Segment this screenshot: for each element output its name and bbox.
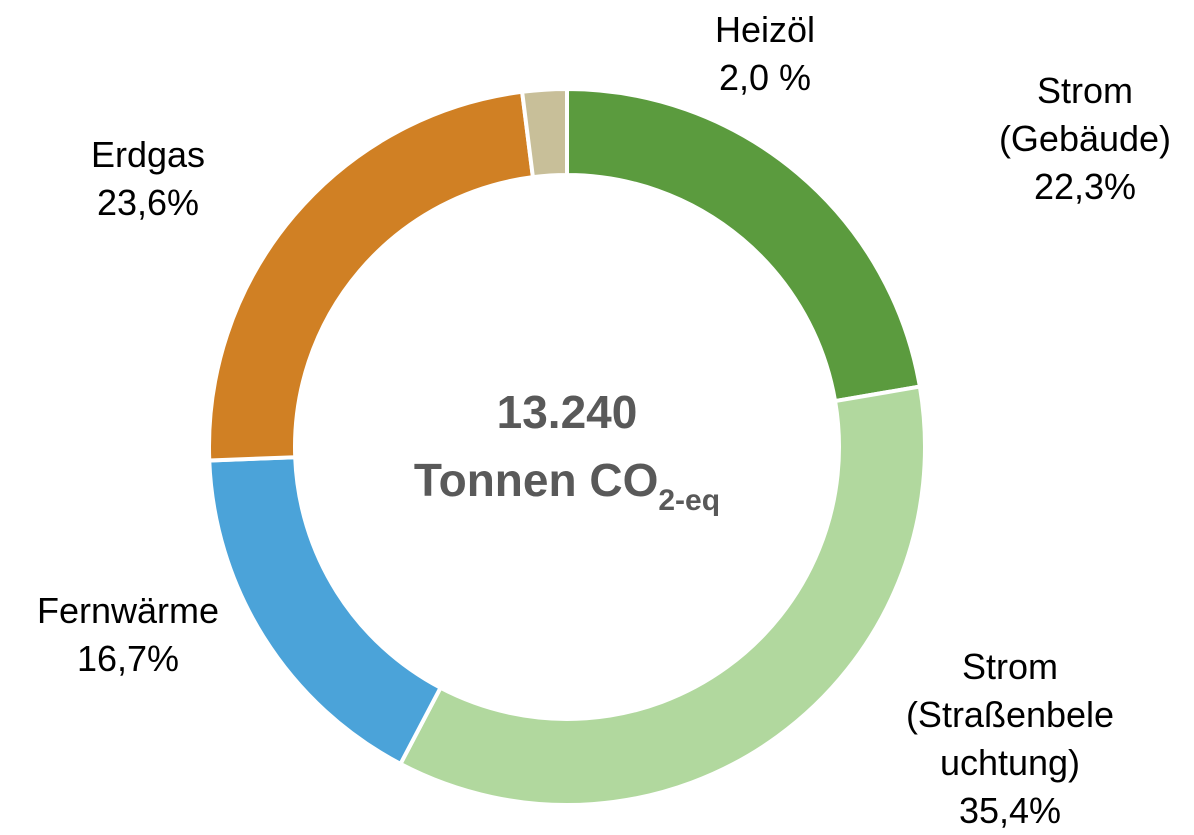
category-label: (Gebäude) — [999, 118, 1171, 159]
center-label-subscript: 2-eq — [658, 484, 720, 517]
value-label: 23,6% — [97, 182, 199, 223]
value-label: 2,0 % — [719, 57, 811, 98]
slice — [207, 455, 444, 767]
category-label: Erdgas — [91, 134, 205, 175]
donut — [207, 86, 927, 807]
category-label: Fernwärme — [37, 590, 219, 631]
value-label: 16,7% — [77, 638, 179, 679]
center-label-text: Tonnen CO — [414, 454, 658, 506]
slice — [519, 86, 569, 180]
center-value: 13.240 — [497, 386, 638, 438]
category-label: Strom — [1037, 70, 1133, 111]
category-label: Heizöl — [715, 9, 815, 50]
category-label: Strom — [962, 646, 1058, 687]
value-label: 22,3% — [1034, 166, 1136, 207]
slice — [565, 86, 923, 404]
category-label: (Straßenbele — [906, 694, 1114, 735]
category-label: uchtung) — [940, 742, 1080, 783]
center-label: Tonnen CO2-eq — [414, 454, 720, 517]
slice — [397, 384, 927, 807]
value-label: 35,4% — [959, 790, 1061, 831]
slice — [207, 89, 536, 463]
